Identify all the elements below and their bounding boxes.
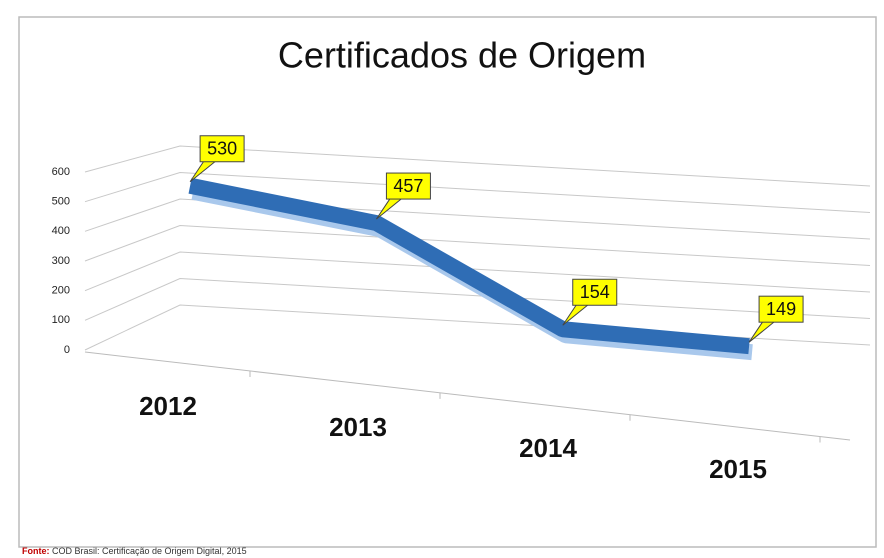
y-tick-label: 200 bbox=[52, 285, 70, 297]
frame bbox=[18, 16, 877, 548]
data-label: 149 bbox=[748, 295, 804, 343]
data-label-text: 154 bbox=[580, 282, 610, 302]
y-tick-label: 300 bbox=[52, 255, 70, 267]
data-label: 457 bbox=[376, 172, 431, 220]
data-label-text: 149 bbox=[766, 299, 796, 319]
x-axis bbox=[84, 351, 851, 441]
grid-line bbox=[84, 251, 871, 293]
y-tick-label: 100 bbox=[52, 314, 70, 326]
data-label-box bbox=[385, 172, 431, 200]
source-note: Fonte: COD Brasil: Certificação de Orige… bbox=[22, 546, 247, 556]
grid-line bbox=[84, 224, 871, 266]
line-ribbon bbox=[188, 177, 750, 355]
source: COD Brasil: Certificação de Origem Digit… bbox=[52, 546, 247, 556]
x-tick-label: 2012 bbox=[139, 391, 197, 421]
y-tick-label: 600 bbox=[52, 166, 70, 178]
data-label: 530 bbox=[189, 135, 245, 183]
grid-line bbox=[84, 145, 871, 187]
y-tick-label: 0 bbox=[64, 344, 70, 356]
data-label-box bbox=[572, 278, 618, 306]
data-label-text: 530 bbox=[207, 139, 237, 159]
data-label: 154 bbox=[562, 278, 618, 326]
grid-line bbox=[84, 198, 871, 240]
grid-line bbox=[84, 277, 871, 321]
data-label-text: 457 bbox=[393, 176, 423, 196]
y-tick-label: 500 bbox=[52, 196, 70, 208]
y-tick-label: 400 bbox=[52, 225, 70, 237]
source-label: Fonte: bbox=[22, 546, 50, 556]
grid-line bbox=[84, 171, 871, 213]
data-label-box bbox=[758, 295, 804, 323]
chart-title: Certificados de Origem bbox=[278, 35, 646, 76]
data-label-box bbox=[199, 135, 245, 163]
x-tick-label: 2013 bbox=[329, 412, 387, 442]
x-tick-label: 2015 bbox=[709, 454, 767, 484]
x-tick-label: 2014 bbox=[519, 433, 577, 463]
